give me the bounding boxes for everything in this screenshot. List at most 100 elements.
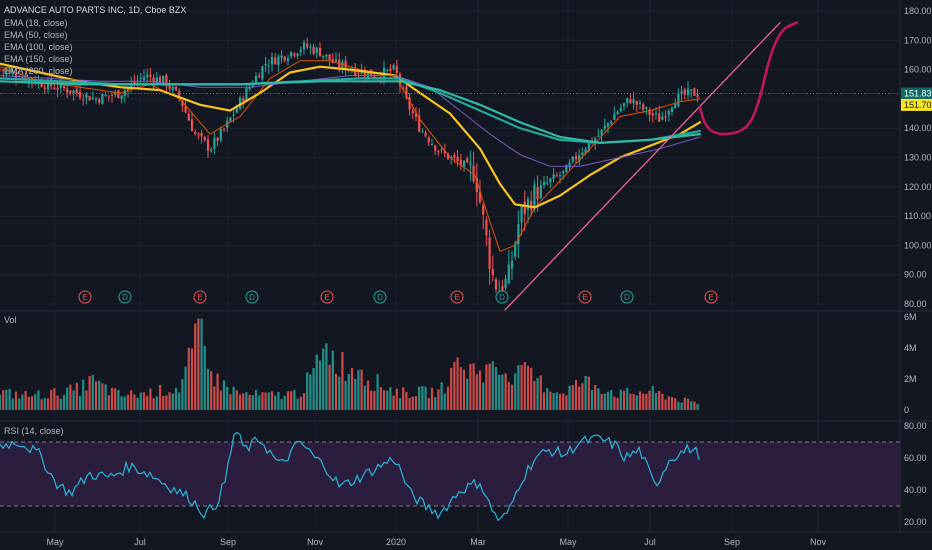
candle-body	[450, 156, 453, 159]
candle-body	[283, 56, 286, 61]
candle-body	[293, 53, 296, 56]
volume-bar	[603, 393, 606, 410]
volume-bar	[536, 377, 539, 410]
time-tick-label: Sep	[220, 537, 236, 547]
candle-body	[667, 110, 670, 115]
candle-body	[299, 50, 302, 53]
volume-bar	[194, 323, 197, 410]
candle-body	[558, 175, 562, 177]
candle-body	[254, 76, 258, 84]
volume-bar	[283, 395, 286, 410]
volume-bar	[110, 387, 114, 410]
candle-body	[88, 96, 91, 101]
candle-body	[322, 55, 325, 58]
volume-bar	[440, 382, 443, 410]
volume-bar	[661, 393, 664, 410]
volume-bar	[210, 371, 213, 410]
event-marker-label: D	[624, 293, 630, 302]
volume-bar	[53, 388, 56, 410]
volume-bar	[382, 390, 386, 410]
volume-bar	[242, 393, 245, 410]
volume-bar	[530, 367, 533, 410]
candle-body	[651, 113, 654, 116]
candle-body	[14, 73, 18, 78]
volume-bar	[232, 386, 235, 410]
volume-bar	[610, 390, 613, 410]
volume-bar	[14, 391, 18, 410]
volume-tick-label: 6M	[904, 312, 917, 322]
candle-body	[46, 80, 50, 90]
candle-body	[139, 77, 142, 79]
candle-body	[462, 160, 466, 168]
candle-body	[555, 175, 558, 177]
candle-body	[158, 77, 162, 84]
candle-body	[114, 91, 117, 95]
volume-bar	[270, 391, 274, 410]
candle-body	[456, 156, 459, 162]
volume-bar	[542, 392, 546, 410]
volume-bar	[386, 390, 389, 410]
volume-bar	[453, 361, 456, 410]
candle-body	[600, 129, 603, 135]
candle-body	[85, 94, 88, 99]
price-tick-label: 110.00	[904, 211, 931, 221]
indicator-ema200[interactable]: EMA (200, close)	[4, 66, 73, 76]
volume-bar	[162, 395, 165, 410]
candle-body	[235, 107, 238, 113]
volume-bar	[418, 386, 421, 410]
candle-body	[53, 87, 56, 89]
indicator-ema100[interactable]: EMA (100, close)	[4, 42, 73, 52]
candle-body	[469, 162, 472, 165]
candle-body	[82, 99, 85, 101]
volume-bar	[462, 369, 466, 410]
indicator-ema50[interactable]: EMA (50, close)	[4, 30, 68, 40]
volume-bar	[200, 318, 203, 410]
volume-bar	[155, 396, 158, 410]
candle-body	[629, 99, 632, 104]
volume-bar	[459, 367, 462, 410]
candle-body	[107, 95, 110, 97]
dividend-marker	[118, 290, 132, 304]
candle-body	[242, 98, 245, 101]
candle-body	[523, 201, 526, 215]
volume-bar	[693, 401, 696, 410]
indicator-ema18[interactable]: EMA (18, close)	[4, 18, 68, 28]
candle-body	[562, 170, 565, 174]
volume-bar	[98, 380, 101, 410]
rsi-band	[0, 442, 900, 506]
candle-body	[238, 97, 242, 109]
earnings-marker	[450, 290, 464, 304]
volume-bar	[581, 383, 584, 410]
volume-bar	[117, 390, 120, 410]
volume-bar	[613, 396, 616, 410]
volume-bar	[523, 362, 526, 410]
candle-body	[526, 199, 530, 210]
volume-bar	[578, 386, 581, 410]
candle-body	[232, 114, 235, 116]
event-marker-label: E	[454, 293, 459, 302]
candle-body	[146, 74, 149, 78]
candle-body	[478, 191, 482, 203]
volume-bar	[165, 395, 168, 410]
candle-body	[632, 99, 635, 104]
candle-body	[165, 75, 168, 87]
candle-body	[251, 84, 254, 87]
volume-bar	[315, 354, 318, 410]
indicator-ema150[interactable]: EMA (150, close)	[4, 54, 73, 64]
volume-bar	[104, 384, 107, 410]
candle-body	[389, 68, 392, 71]
dividend-marker	[373, 290, 387, 304]
volume-bar	[363, 385, 366, 410]
candle-body	[568, 162, 571, 168]
candle-body	[494, 279, 498, 290]
candle-body	[603, 125, 606, 129]
volume-bar	[334, 373, 338, 410]
volume-bar	[539, 375, 542, 410]
volume-bar	[517, 365, 520, 410]
candle-body	[677, 93, 680, 107]
candle-body	[302, 42, 306, 50]
volume-bar	[245, 392, 248, 410]
volume-bar	[616, 397, 619, 410]
candle-body	[446, 153, 450, 160]
